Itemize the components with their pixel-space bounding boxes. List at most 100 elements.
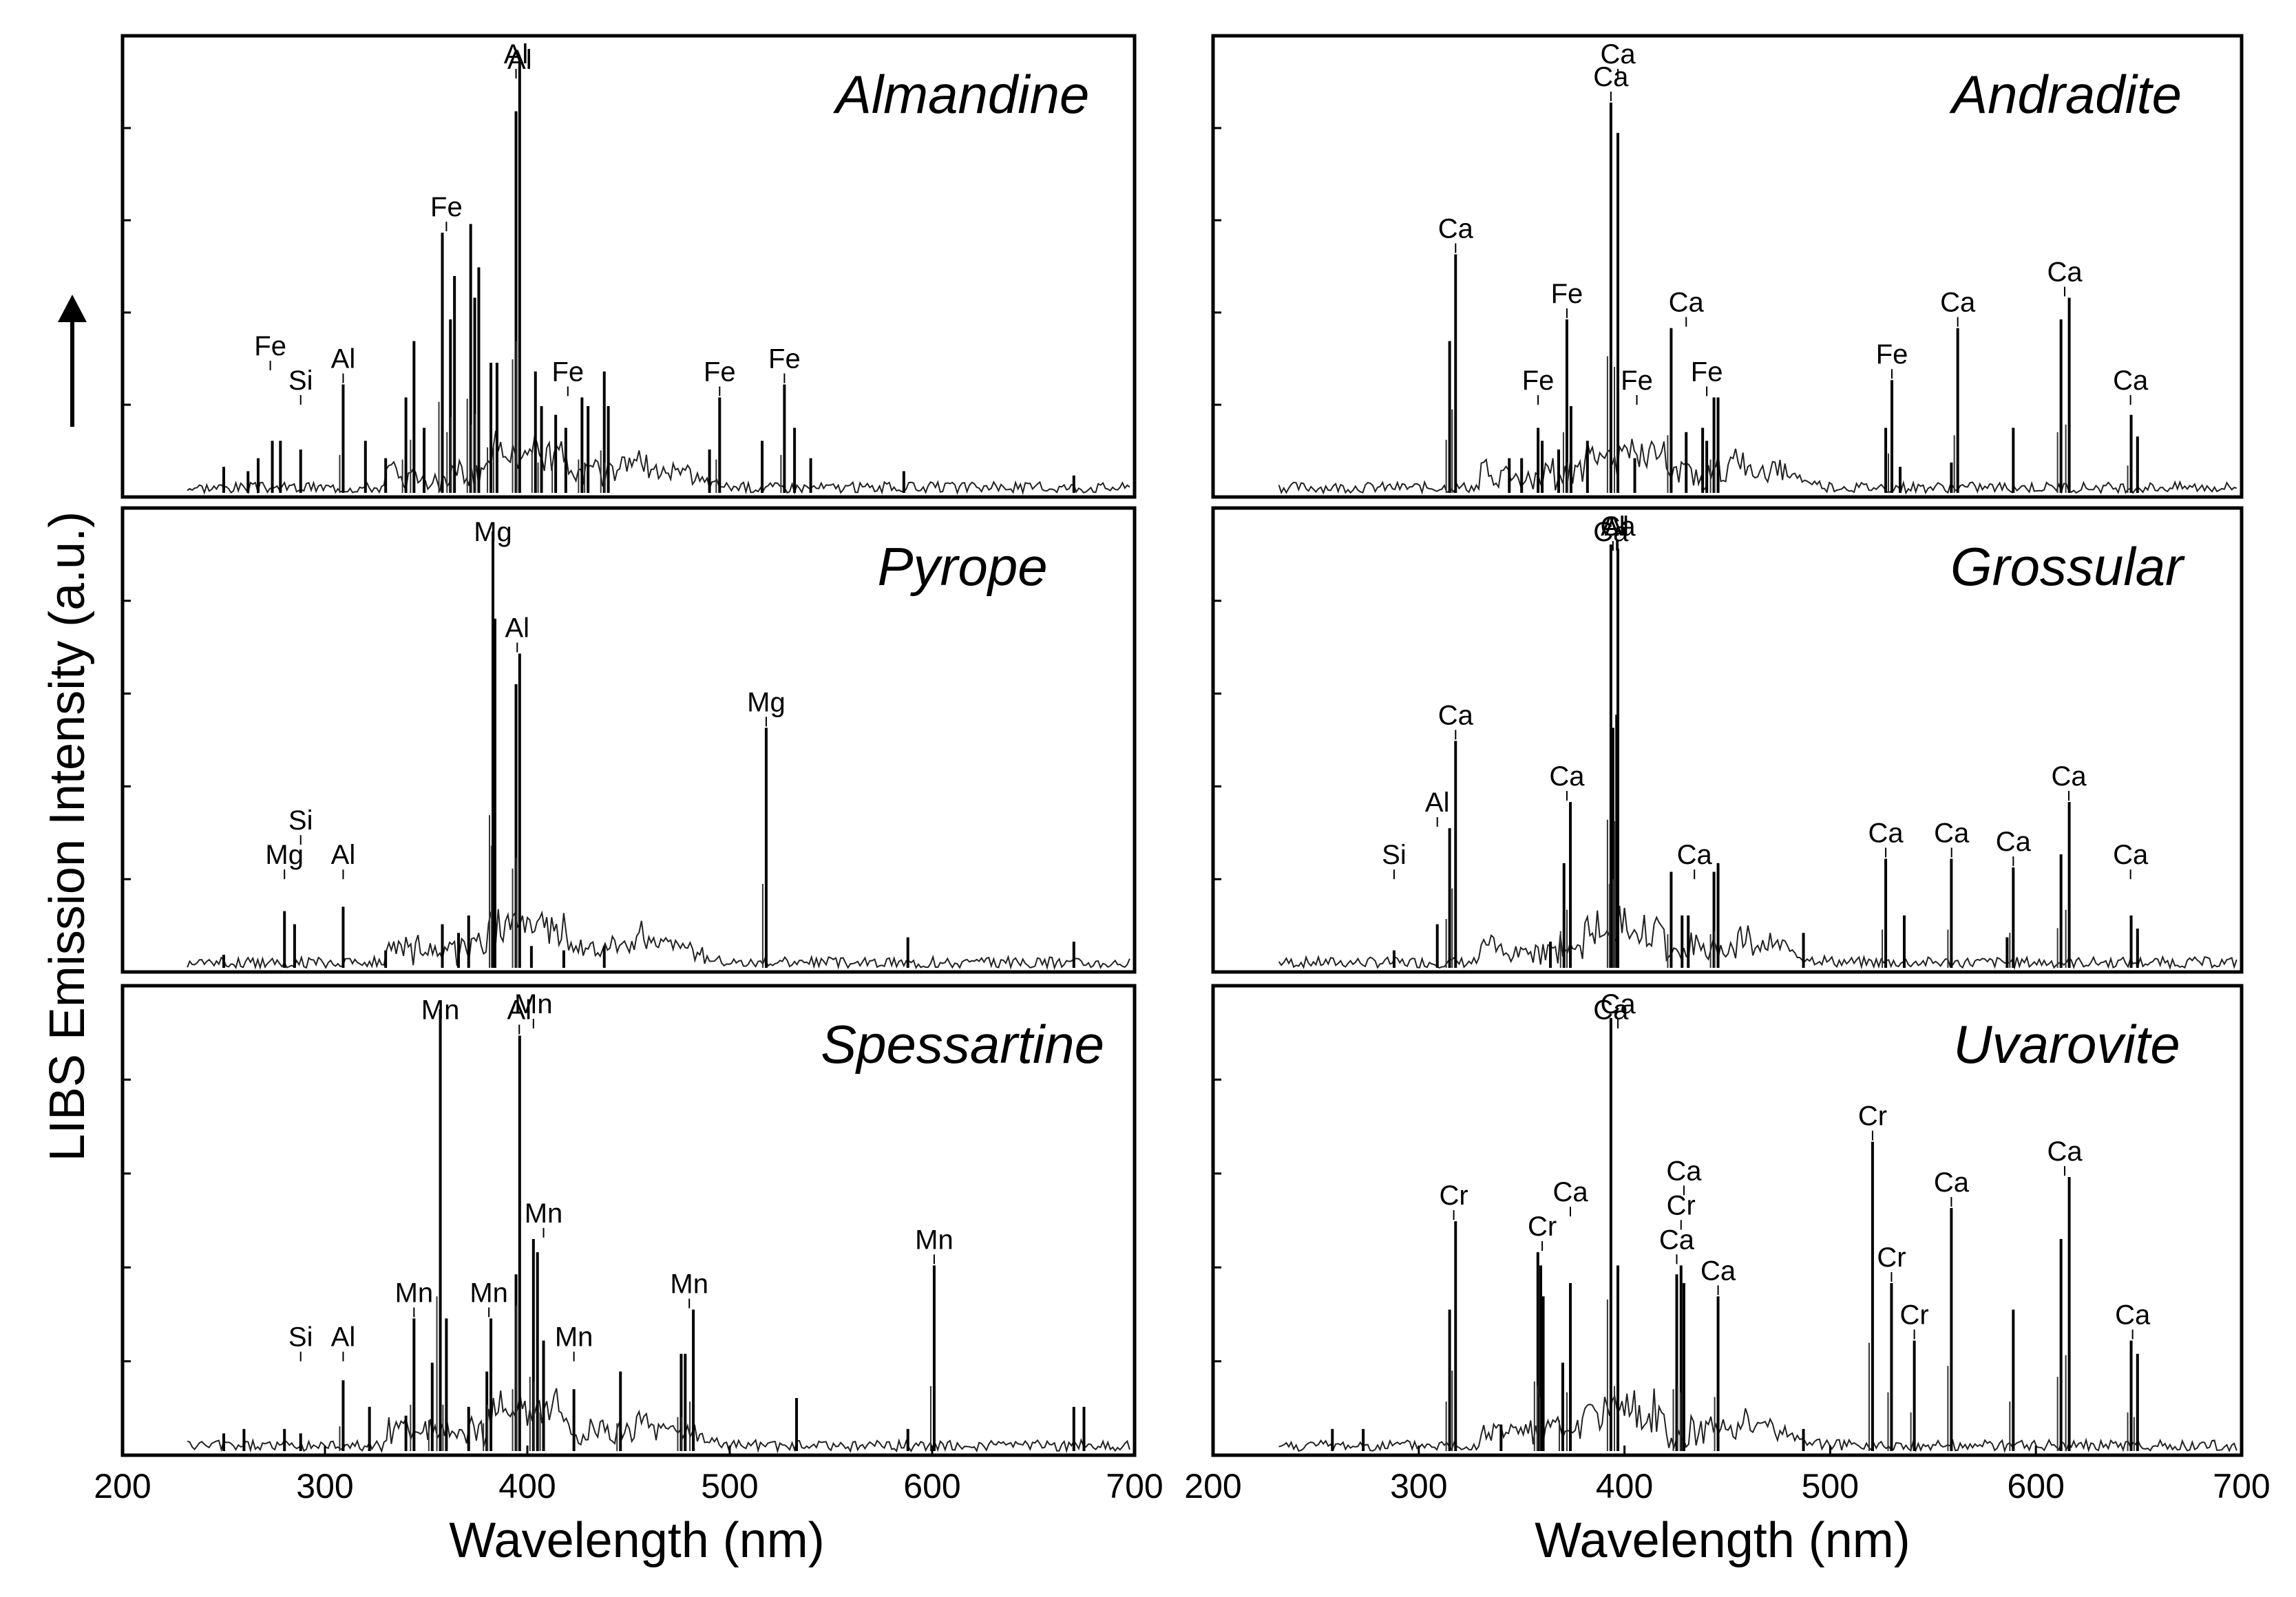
element-label: Si xyxy=(288,1322,313,1353)
element-label: Ca xyxy=(1940,288,1976,318)
element-label: Mn xyxy=(915,1225,954,1255)
element-label: Mn xyxy=(670,1269,708,1300)
element-label: Ca xyxy=(1438,700,1474,730)
x-axis-label-right: Wavelength (nm) xyxy=(1535,1513,1910,1568)
panel-frame xyxy=(1211,34,2244,499)
x-tick-label: 500 xyxy=(1802,1467,1859,1505)
panel-frame xyxy=(120,984,1137,1457)
element-label: Fe xyxy=(1522,366,1555,396)
element-label: Cr xyxy=(1899,1300,1928,1331)
element-label: Ca xyxy=(1666,1156,1702,1186)
element-label: Al xyxy=(507,995,531,1026)
element-label: Ca xyxy=(1593,62,1629,92)
x-tick-label: 600 xyxy=(2007,1467,2064,1505)
panel-title: Almandine xyxy=(833,64,1090,125)
panel-uvarovite: UvaroviteCaCaCrCrCaCaCrCaCaCrCrCrCaCaCa2… xyxy=(1184,984,2271,1505)
element-label: Ca xyxy=(1549,761,1585,792)
noise-trace xyxy=(1278,438,2237,495)
element-label: Mg xyxy=(474,517,512,547)
element-label: Ca xyxy=(1868,818,1904,849)
element-label: Fe xyxy=(1876,339,1908,370)
element-label: Ca xyxy=(1659,1225,1695,1255)
x-tick-label: 200 xyxy=(1184,1467,1241,1505)
element-label: Ca xyxy=(2115,1300,2151,1331)
element-label: Fe xyxy=(1691,357,1723,387)
panel-pyrope: Pyrope Mg Al Mg Mg Si Al xyxy=(120,506,1137,974)
element-label: Ca xyxy=(1593,517,1629,547)
element-label: Al xyxy=(331,840,356,870)
element-label: Ca xyxy=(2051,761,2087,792)
element-label: Si xyxy=(288,366,313,396)
element-label: Al xyxy=(331,344,356,374)
element-label: Mg xyxy=(265,840,304,870)
element-label: Ca xyxy=(1700,1256,1736,1286)
element-label: Al xyxy=(1604,511,1629,542)
element-label: Mn xyxy=(555,1322,593,1353)
element-label: Ca xyxy=(1600,511,1636,542)
x-tick-label: 300 xyxy=(296,1467,353,1505)
element-label: Mg xyxy=(747,687,786,717)
element-label: Al xyxy=(1601,511,1625,542)
element-label: Ca xyxy=(1934,1167,1970,1198)
element-label: Fe xyxy=(768,344,801,374)
element-label: Al xyxy=(505,613,530,644)
x-tick-label: 500 xyxy=(701,1467,758,1505)
element-label: Al xyxy=(331,1322,356,1353)
element-label: Mn xyxy=(525,1198,563,1229)
element-label: Cr xyxy=(1528,1212,1557,1242)
element-label: Mn xyxy=(421,995,460,1026)
y-axis-label: LIBS Emission Intensity (a.u.) xyxy=(40,511,95,1161)
panel-title: Andradite xyxy=(1949,64,2182,125)
element-label: Si xyxy=(1382,840,1407,870)
x-tick-label: 300 xyxy=(1390,1467,1447,1505)
y-axis-arrow xyxy=(58,295,87,427)
x-tick-label: 700 xyxy=(2213,1467,2270,1505)
element-label: Mn xyxy=(514,989,553,1019)
element-label: Al xyxy=(504,39,529,70)
element-label: Fe xyxy=(430,192,463,222)
panel-frame xyxy=(120,506,1137,974)
element-label: Cr xyxy=(1877,1242,1906,1273)
element-label: Al xyxy=(507,45,532,75)
panel-title: Pyrope xyxy=(878,536,1048,597)
element-label: Ca xyxy=(2047,1136,2083,1167)
x-tick-label: 700 xyxy=(1106,1467,1163,1505)
element-label: Ca xyxy=(1593,995,1629,1026)
element-label: Ca xyxy=(1996,827,2032,857)
element-label: Ca xyxy=(1438,214,1474,244)
element-label: Cr xyxy=(1439,1181,1468,1211)
element-label: Ca xyxy=(2047,257,2083,288)
element-label: Cr xyxy=(1667,1190,1696,1220)
element-label: Ca xyxy=(2113,840,2149,870)
element-label: Fe xyxy=(254,331,286,361)
element-label: Ca xyxy=(1600,989,1636,1019)
x-tick-label: 600 xyxy=(903,1467,960,1505)
element-label: Fe xyxy=(551,357,584,387)
x-tick-label: 400 xyxy=(498,1467,556,1505)
x-axis-label-left: Wavelength (nm) xyxy=(449,1513,825,1568)
element-label: Ca xyxy=(1552,1177,1588,1207)
element-label: Fe xyxy=(704,357,736,387)
noise-trace xyxy=(1278,1388,2237,1453)
element-label: Al xyxy=(1425,787,1450,818)
element-label: Ca xyxy=(2113,366,2149,396)
panel-title: Spessartine xyxy=(821,1014,1104,1075)
element-label: Mn xyxy=(395,1278,434,1308)
x-tick-label: 200 xyxy=(94,1467,151,1505)
element-label: Si xyxy=(288,805,313,836)
element-label: Fe xyxy=(1621,366,1653,396)
element-label: Ca xyxy=(1934,818,1970,849)
panel-title: Uvarovite xyxy=(1953,1014,2180,1075)
panel-title: Grossular xyxy=(1950,536,2185,597)
element-label: Ca xyxy=(1600,39,1636,70)
element-label: Fe xyxy=(1551,279,1583,309)
panel-frame xyxy=(1211,984,2244,1457)
x-tick-label: 400 xyxy=(1596,1467,1653,1505)
panel-frame xyxy=(1211,506,2244,974)
